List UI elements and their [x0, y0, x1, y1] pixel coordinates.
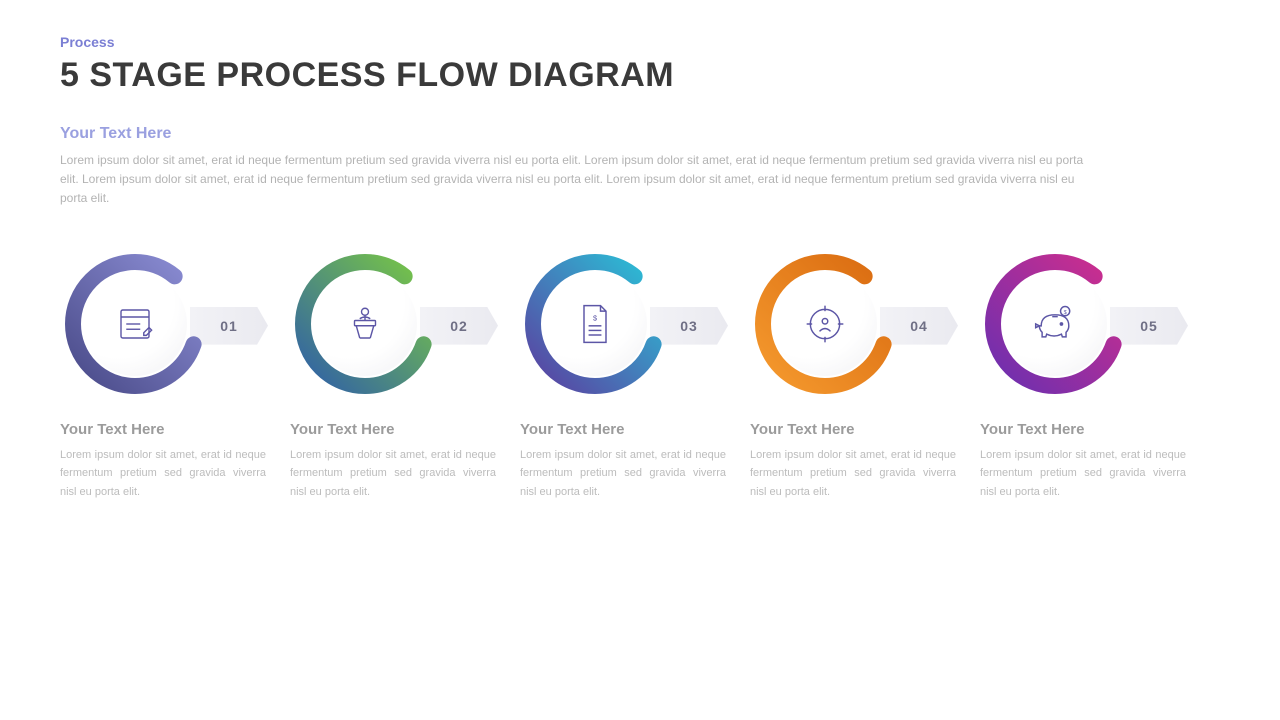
piggybank-icon: $: [1003, 272, 1107, 376]
stage-title: Your Text Here: [520, 421, 624, 438]
stage-4: 04 Your Text Here Lorem ipsum dolor sit …: [750, 249, 980, 502]
svg-text:$: $: [1064, 309, 1067, 315]
stage-title: Your Text Here: [980, 421, 1084, 438]
stage-2: 02 Your Text Here Lorem ipsum dolor sit …: [290, 249, 520, 502]
stage-ring: 01: [60, 249, 210, 399]
stage-ring: 04: [750, 249, 900, 399]
stage-5: 05 $ Your Text Here Lorem ipsum dolor si…: [980, 249, 1210, 502]
stage-ring: 02: [290, 249, 440, 399]
stage-body: Lorem ipsum dolor sit amet, erat id nequ…: [60, 446, 290, 502]
stage-ring: 03 $: [520, 249, 670, 399]
podium-icon: [313, 272, 417, 376]
invoice-icon: $: [543, 272, 647, 376]
stage-ring: 05 $: [980, 249, 1130, 399]
process-flow-row: 01 Your Text Here Lorem ipsum dolor sit …: [60, 249, 1220, 502]
stage-title: Your Text Here: [290, 421, 394, 438]
intro-paragraph: Lorem ipsum dolor sit amet, erat id nequ…: [60, 151, 1090, 209]
target-icon: [773, 272, 877, 376]
notepad-icon: [83, 272, 187, 376]
stage-title: Your Text Here: [750, 421, 854, 438]
eyebrow-label: Process: [60, 34, 1220, 50]
stage-1: 01 Your Text Here Lorem ipsum dolor sit …: [60, 249, 290, 502]
stage-body: Lorem ipsum dolor sit amet, erat id nequ…: [980, 446, 1210, 502]
stage-body: Lorem ipsum dolor sit amet, erat id nequ…: [520, 446, 750, 502]
stage-body: Lorem ipsum dolor sit amet, erat id nequ…: [290, 446, 520, 502]
page-title: 5 STAGE PROCESS FLOW DIAGRAM: [60, 56, 1220, 95]
intro-subhead: Your Text Here: [60, 125, 1220, 143]
stage-body: Lorem ipsum dolor sit amet, erat id nequ…: [750, 446, 980, 502]
stage-title: Your Text Here: [60, 421, 164, 438]
stage-3: 03 $ Your Text Here Lorem ipsum dolor si…: [520, 249, 750, 502]
svg-text:$: $: [593, 313, 597, 322]
